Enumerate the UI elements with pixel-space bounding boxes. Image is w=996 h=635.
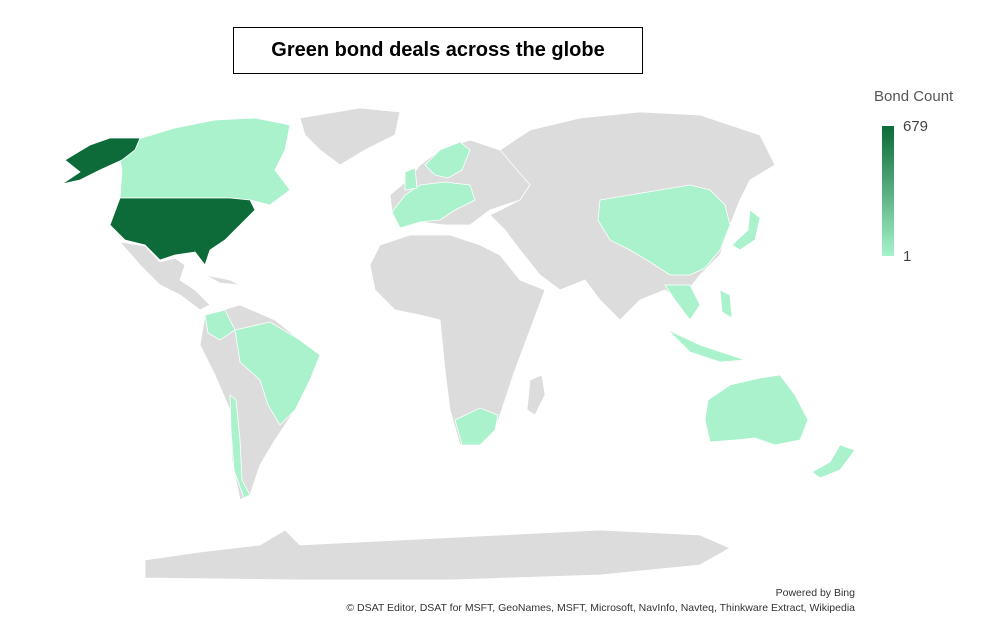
south-africa: [454, 407, 499, 446]
chile: [229, 394, 251, 499]
scandinavia: [424, 141, 471, 179]
philippines: [719, 289, 733, 319]
china: [597, 184, 731, 276]
antarctica: [144, 529, 731, 581]
chart-title: Green bond deals across the globe: [233, 27, 643, 74]
legend-title: Bond Count: [874, 88, 954, 105]
madagascar: [526, 374, 546, 416]
legend-min-label: 1: [903, 248, 912, 265]
legend-gradient: [882, 126, 894, 256]
greenland: [299, 107, 401, 166]
legend-max-label: 679: [903, 118, 929, 135]
colombia: [204, 309, 236, 341]
attribution-powered: Powered by Bing: [775, 587, 855, 599]
indonesia: [667, 329, 746, 363]
usa: [109, 197, 256, 266]
japan: [731, 209, 761, 251]
canada: [117, 117, 291, 206]
cuba: [204, 274, 241, 286]
uk: [404, 167, 418, 191]
australia: [704, 374, 809, 446]
brazil: [234, 321, 321, 426]
alaska: [61, 137, 141, 185]
new-zealand: [811, 444, 856, 479]
africa: [369, 234, 546, 446]
attribution-sources: © DSAT Editor, DSAT for MSFT, GeoNames, …: [346, 602, 855, 614]
southeast-asia: [664, 284, 701, 321]
mexico: [118, 241, 211, 311]
